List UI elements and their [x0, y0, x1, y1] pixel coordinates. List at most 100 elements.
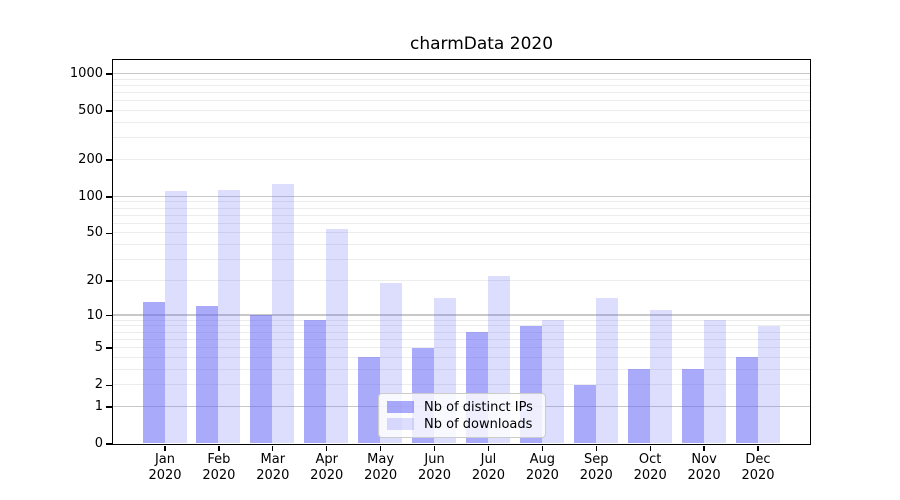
bar-ips-Mar-2020 — [250, 315, 273, 444]
bar-downloads-Mar-2020 — [272, 183, 295, 444]
y-tick-label: 1000 — [69, 66, 103, 82]
minor-gridline — [112, 279, 810, 281]
x-tick-label: Oct 2020 — [633, 452, 667, 483]
x-tick-mark — [326, 445, 328, 451]
y-tick-mark — [106, 73, 112, 75]
bar-ips-May-2020 — [358, 357, 381, 444]
x-tick-mark — [218, 445, 220, 451]
x-tick-mark — [164, 445, 166, 451]
bar-downloads-Dec-2020 — [757, 325, 780, 444]
x-tick-label: Apr 2020 — [310, 452, 344, 483]
bar-ips-Jan-2020 — [142, 302, 165, 444]
x-tick-mark — [703, 445, 705, 451]
y-tick-mark — [106, 280, 112, 282]
legend-item: Nb of distinct IPs — [387, 399, 537, 415]
y-tick-label: 500 — [78, 103, 103, 119]
y-tick-label: 10 — [86, 307, 103, 323]
minor-gridline — [112, 137, 810, 139]
legend: Nb of distinct IPs Nb of downloads — [378, 393, 546, 438]
bar-ips-Feb-2020 — [196, 306, 219, 444]
x-tick-mark — [649, 445, 651, 451]
x-tick-mark — [433, 445, 436, 451]
x-tick-mark — [757, 445, 759, 451]
x-tick-label: Jun 2020 — [417, 452, 452, 483]
y-tick-mark — [106, 196, 112, 198]
minor-gridline — [112, 259, 810, 261]
minor-gridline — [112, 159, 810, 160]
minor-gridline — [112, 338, 810, 340]
x-tick-mark — [379, 445, 382, 451]
y-tick-label: 5 — [94, 340, 103, 356]
bar-ips-Apr-2020 — [304, 320, 327, 444]
minor-gridline — [112, 122, 810, 124]
y-tick-label: 20 — [86, 272, 103, 288]
bar-downloads-Jan-2020 — [164, 191, 187, 444]
legend-item: Nb of downloads — [387, 416, 537, 432]
minor-gridline — [112, 100, 810, 102]
bar-downloads-Apr-2020 — [326, 228, 349, 444]
y-tick-label: 200 — [78, 152, 103, 167]
minor-gridline — [112, 201, 810, 203]
minor-gridline — [112, 110, 810, 112]
minor-gridline — [112, 319, 810, 321]
x-tick-label: May 2020 — [364, 452, 398, 483]
bar-downloads-Nov-2020 — [703, 320, 726, 444]
bar-ips-Oct-2020 — [627, 369, 650, 444]
minor-gridline — [112, 384, 810, 386]
bar-downloads-Oct-2020 — [649, 310, 672, 444]
y-tick-mark — [106, 384, 112, 386]
minor-gridline — [112, 207, 810, 209]
y-tick-mark — [106, 406, 112, 408]
bar-downloads-Feb-2020 — [218, 189, 241, 444]
minor-gridline — [112, 244, 810, 246]
legend-label: Nb of downloads — [424, 416, 533, 432]
legend-swatch — [387, 418, 414, 430]
y-tick-label: 1 — [94, 398, 103, 414]
minor-gridline — [112, 356, 810, 358]
x-tick-label: Feb 2020 — [202, 452, 236, 483]
y-tick-mark — [106, 110, 112, 112]
minor-gridline — [112, 92, 810, 94]
legend-swatch — [387, 401, 414, 413]
minor-gridline — [112, 214, 810, 216]
x-tick-mark — [541, 445, 543, 451]
y-tick-label: 2 — [94, 377, 103, 393]
x-tick-label: Dec 2020 — [741, 452, 775, 483]
bar-ips-Sep-2020 — [573, 384, 596, 444]
x-tick-label: Sep 2020 — [579, 452, 613, 483]
bar-ips-Nov-2020 — [681, 369, 704, 444]
minor-gridline — [112, 78, 810, 80]
y-tick-label: 100 — [78, 188, 103, 204]
x-tick-label: Jan 2020 — [148, 452, 182, 483]
major-gridline — [112, 314, 810, 316]
legend-label: Nb of distinct IPs — [424, 399, 533, 415]
x-tick-label: Jul 2020 — [471, 452, 505, 483]
minor-gridline — [112, 347, 810, 349]
major-gridline — [112, 195, 810, 198]
y-tick-label: 0 — [94, 436, 103, 451]
minor-gridline — [112, 368, 810, 370]
chart-title: charmData 2020 — [409, 34, 554, 54]
y-tick-mark — [106, 159, 112, 161]
x-tick-label: Aug 2020 — [525, 452, 559, 483]
y-tick-mark — [106, 232, 112, 235]
plot-area — [111, 58, 811, 445]
x-tick-label: Nov 2020 — [687, 452, 721, 483]
minor-gridline — [112, 222, 810, 224]
y-tick-label: 50 — [86, 225, 103, 241]
bar-downloads-Aug-2020 — [541, 320, 564, 444]
minor-gridline — [112, 84, 810, 86]
x-tick-mark — [595, 445, 597, 451]
x-tick-mark — [487, 445, 490, 451]
y-tick-mark — [106, 314, 112, 317]
minor-gridline — [112, 325, 810, 327]
bar-ips-Dec-2020 — [735, 357, 758, 444]
y-tick-mark — [106, 443, 112, 445]
minor-gridline — [112, 232, 810, 234]
major-gridline — [112, 72, 810, 75]
minor-gridline — [112, 331, 810, 333]
x-tick-label: Mar 2020 — [256, 452, 290, 483]
x-tick-mark — [272, 445, 274, 451]
bar-downloads-Sep-2020 — [595, 298, 618, 444]
